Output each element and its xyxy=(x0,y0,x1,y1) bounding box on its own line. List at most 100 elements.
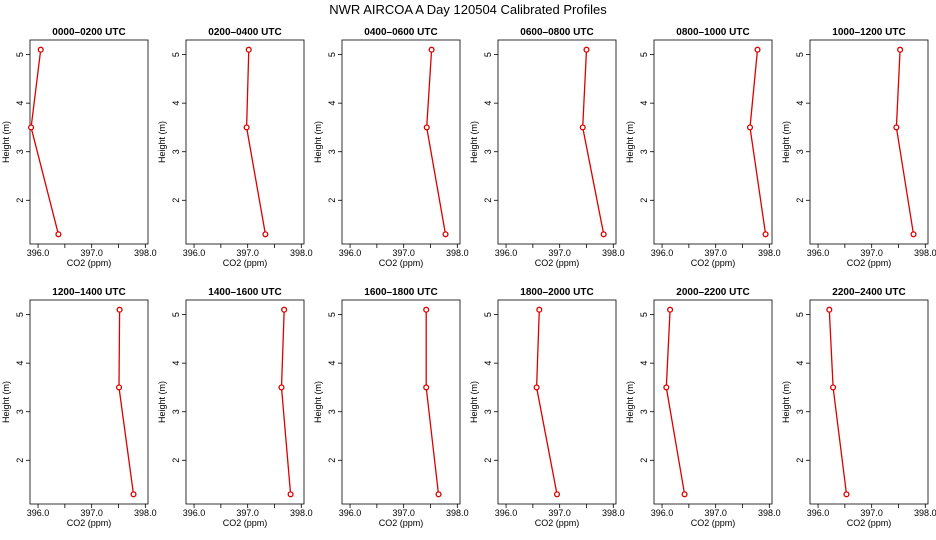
y-tick-label: 2 xyxy=(639,458,649,463)
y-tick-label: 2 xyxy=(483,458,493,463)
x-tick-label: 396.0 xyxy=(183,248,206,258)
data-point xyxy=(762,231,769,238)
y-axis-label: Height (m) xyxy=(313,381,323,423)
x-axis-label: CO2 (ppm) xyxy=(67,258,112,268)
data-point xyxy=(115,384,123,391)
x-tick-label: 396.0 xyxy=(495,508,518,518)
x-tick-label: 397.0 xyxy=(80,508,103,518)
x-tick-label: 398.0 xyxy=(602,508,625,518)
x-axis-label: CO2 (ppm) xyxy=(223,518,268,528)
data-point xyxy=(423,384,430,391)
y-tick-label: 3 xyxy=(639,409,649,414)
panel-title: 2200–2400 UTC xyxy=(832,287,905,298)
panel-frame xyxy=(497,39,617,245)
y-axis-label: Height (m) xyxy=(469,381,479,423)
data-point xyxy=(754,46,761,53)
data-point xyxy=(553,491,561,498)
y-axis-label: Height (m) xyxy=(781,121,791,163)
x-tick-label: 397.0 xyxy=(236,508,259,518)
data-point xyxy=(55,231,62,238)
data-point xyxy=(600,231,607,238)
x-tick-label: 397.0 xyxy=(80,248,103,258)
x-tick-label: 397.0 xyxy=(392,248,415,258)
x-tick-label: 397.0 xyxy=(704,508,727,518)
x-tick-label: 397.0 xyxy=(392,508,415,518)
x-axis-label: CO2 (ppm) xyxy=(847,258,892,268)
data-point xyxy=(423,306,430,313)
panel-title: 0200–0400 UTC xyxy=(208,27,281,38)
x-tick-label: 397.0 xyxy=(548,508,571,518)
y-axis-label: Height (m) xyxy=(1,121,11,163)
profile-line xyxy=(118,309,135,495)
x-tick-label: 396.0 xyxy=(27,248,50,258)
profile-line xyxy=(425,309,440,495)
x-tick-label: 398.0 xyxy=(134,508,157,518)
x-axis-label: CO2 (ppm) xyxy=(847,518,892,528)
x-tick-label: 396.0 xyxy=(807,248,830,258)
y-tick-label: 5 xyxy=(483,312,493,317)
data-point xyxy=(281,306,288,313)
y-axis-label: Height (m) xyxy=(469,121,479,163)
profile-line xyxy=(280,309,292,495)
y-tick-label: 3 xyxy=(639,149,649,154)
panel-title: 1600–1800 UTC xyxy=(364,287,437,298)
y-tick-label: 5 xyxy=(795,52,805,57)
y-tick-label: 3 xyxy=(171,409,181,414)
panel-frame xyxy=(341,299,461,505)
y-tick-label: 2 xyxy=(795,198,805,203)
y-tick-label: 4 xyxy=(171,101,181,106)
y-tick-label: 3 xyxy=(327,409,337,414)
x-tick-label: 396.0 xyxy=(183,508,206,518)
y-axis-label: Height (m) xyxy=(157,381,167,423)
x-tick-label: 398.0 xyxy=(914,248,936,258)
panel-title: 1400–1600 UTC xyxy=(208,287,281,298)
x-tick-label: 397.0 xyxy=(548,248,571,258)
profile-line xyxy=(582,49,605,235)
x-tick-label: 398.0 xyxy=(446,508,469,518)
x-tick-label: 397.0 xyxy=(236,248,259,258)
panel-title: 2000–2200 UTC xyxy=(676,287,749,298)
y-axis-label: Height (m) xyxy=(625,381,635,423)
data-point xyxy=(583,46,590,53)
y-tick-label: 5 xyxy=(15,52,25,57)
data-point xyxy=(536,306,543,313)
profile-line xyxy=(535,309,558,495)
data-point xyxy=(830,384,837,391)
data-point xyxy=(435,491,442,498)
y-tick-label: 5 xyxy=(639,312,649,317)
y-tick-label: 3 xyxy=(483,409,493,414)
data-point xyxy=(262,231,269,238)
x-axis-label: CO2 (ppm) xyxy=(691,518,736,528)
x-tick-label: 396.0 xyxy=(339,508,362,518)
panel-title: 0600–0800 UTC xyxy=(520,27,593,38)
y-tick-label: 3 xyxy=(327,149,337,154)
profile-line xyxy=(749,49,767,235)
y-tick-label: 2 xyxy=(795,458,805,463)
y-tick-label: 3 xyxy=(795,409,805,414)
x-tick-label: 397.0 xyxy=(860,248,883,258)
y-tick-label: 4 xyxy=(483,101,493,106)
panel-frame xyxy=(497,299,617,505)
data-point xyxy=(579,124,586,131)
data-point xyxy=(910,231,917,238)
y-tick-label: 5 xyxy=(483,52,493,57)
x-tick-label: 396.0 xyxy=(339,248,362,258)
data-point xyxy=(681,491,688,498)
panel-frame xyxy=(653,299,773,505)
panel-frame xyxy=(809,39,929,245)
data-point xyxy=(130,491,137,498)
y-tick-label: 4 xyxy=(327,101,337,106)
x-tick-label: 396.0 xyxy=(495,248,518,258)
panel-title: 0000–0200 UTC xyxy=(52,27,125,38)
x-axis-label: CO2 (ppm) xyxy=(223,258,268,268)
y-axis-label: Height (m) xyxy=(625,121,635,163)
y-tick-label: 2 xyxy=(639,198,649,203)
x-tick-label: 398.0 xyxy=(290,508,313,518)
y-tick-label: 4 xyxy=(15,361,25,366)
panel-frame xyxy=(341,39,461,245)
x-tick-label: 396.0 xyxy=(651,508,674,518)
x-tick-label: 397.0 xyxy=(860,508,883,518)
x-tick-label: 397.0 xyxy=(704,248,727,258)
x-tick-label: 398.0 xyxy=(134,248,157,258)
